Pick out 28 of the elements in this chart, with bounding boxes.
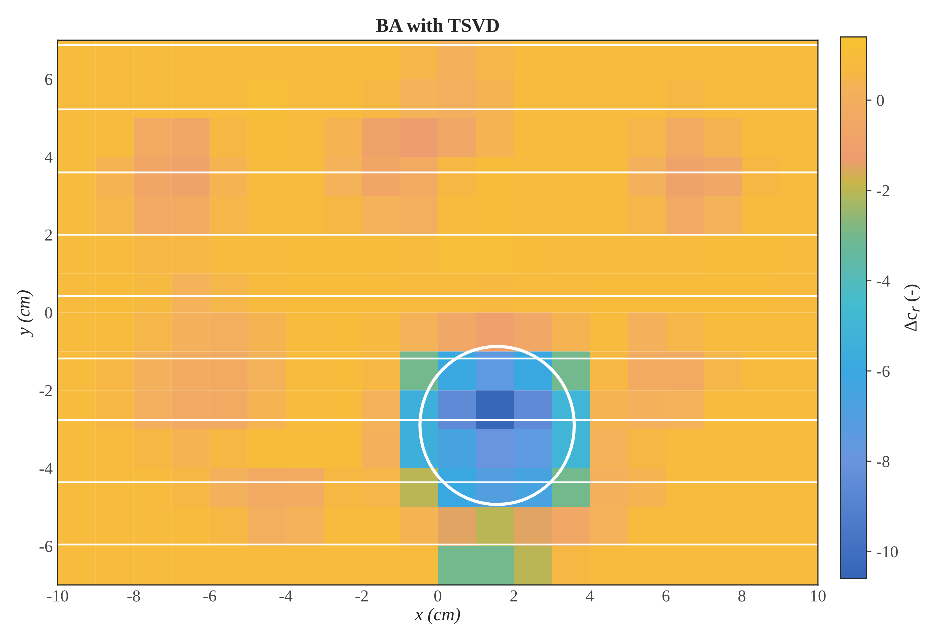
color-bar-label: -4 bbox=[877, 276, 890, 287]
color-bar-label: -8 bbox=[877, 456, 890, 468]
x-tick-label: 8 bbox=[738, 590, 746, 602]
y-axis-title: y (cm) bbox=[17, 290, 34, 338]
color-bar-label: 0 bbox=[877, 95, 884, 106]
y-tick-label: -4 bbox=[40, 463, 53, 474]
x-tick-label: -6 bbox=[204, 590, 216, 602]
x-tick-label: 4 bbox=[586, 590, 594, 602]
x-axis-title: x (cm) bbox=[415, 608, 460, 624]
y-tick-label: -2 bbox=[40, 385, 52, 396]
x-tick-label: 10 bbox=[811, 590, 826, 602]
x-tick-label: 2 bbox=[510, 590, 518, 602]
color-bar-title: Δc$_{r}$ (-) bbox=[904, 284, 921, 332]
x-tick-label: -8 bbox=[128, 590, 140, 602]
y-tick-label: 4 bbox=[45, 152, 53, 163]
color-bar-label: -6 bbox=[877, 366, 890, 378]
color-bar-label: -10 bbox=[877, 546, 898, 558]
color-bar-label: -2 bbox=[877, 185, 890, 196]
x-tick-label: -4 bbox=[280, 590, 293, 602]
x-tick-label: -2 bbox=[356, 590, 368, 602]
x-tick-label: 0 bbox=[434, 590, 442, 602]
chart-title: BA with TSVD bbox=[376, 18, 500, 32]
y-tick-label: 0 bbox=[45, 308, 52, 319]
x-tick-label: -10 bbox=[47, 590, 68, 602]
y-tick-label: -6 bbox=[40, 541, 53, 552]
y-tick-label: 6 bbox=[45, 74, 53, 86]
y-tick-label: 2 bbox=[45, 230, 52, 241]
x-tick-label: 6 bbox=[662, 590, 670, 602]
